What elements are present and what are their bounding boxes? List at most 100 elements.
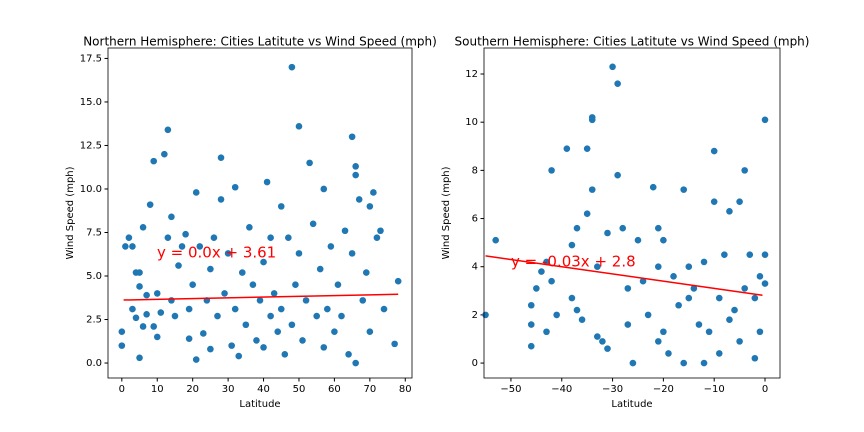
y-tick-label: 2.5 [86, 315, 102, 326]
scatter-point [680, 186, 688, 193]
scatter-point [295, 250, 303, 257]
scatter-point [352, 359, 359, 367]
scatter-point [352, 171, 359, 179]
scatter-point [292, 281, 299, 289]
scatter-point [157, 309, 165, 316]
x-tick-label: 10 [151, 384, 164, 395]
scatter-point [548, 277, 555, 285]
scatter-point [543, 328, 550, 336]
x-tick-label: 60 [328, 384, 341, 395]
scatter-point [207, 265, 214, 273]
scatter-point [221, 290, 228, 297]
scatter-point [153, 290, 161, 297]
scatter-point [178, 243, 186, 250]
scatter-point [185, 305, 193, 313]
scatter-point [614, 171, 621, 179]
scatter-point [214, 312, 221, 320]
x-axis-label: Latitude [239, 399, 280, 410]
x-tick-label: 30 [222, 384, 235, 395]
regression-equation: y = 0.0x + 3.61 [157, 244, 276, 262]
scatter-point [231, 183, 239, 191]
x-axis-label: Latitude [611, 399, 652, 410]
y-tick-label: 2 [472, 310, 478, 321]
scatter-point [129, 243, 136, 250]
scatter-point [316, 265, 324, 273]
scatter-point [675, 301, 682, 309]
scatter-point [715, 350, 723, 357]
scatter-point [538, 268, 545, 275]
scatter-point [295, 123, 303, 130]
scatter-point [200, 330, 207, 337]
scatter-point [129, 305, 136, 313]
scatter-point [143, 310, 150, 318]
scatter-point [594, 263, 601, 271]
x-tick-label: −20 [653, 384, 674, 395]
scatter-point [313, 312, 320, 320]
scatter-point [710, 198, 718, 205]
scatter-point [553, 311, 560, 319]
scatter-point [164, 234, 172, 242]
y-tick-label: 10 [465, 117, 478, 128]
scatter-point [285, 234, 292, 242]
y-tick-label: 12.5 [80, 140, 102, 151]
scatter-point [320, 185, 328, 193]
scatter-point [267, 234, 274, 242]
y-tick-label: 8 [472, 165, 478, 176]
scatter-point [366, 328, 374, 336]
scatter-point [366, 203, 374, 210]
scatter-point [705, 328, 713, 336]
scatter-point [118, 328, 126, 336]
scatter-point [306, 159, 313, 167]
scatter-point [210, 234, 218, 242]
scatter-point [146, 201, 154, 208]
scatter-point [563, 145, 571, 152]
scatter-point [171, 312, 179, 320]
y-tick-label: 7.5 [86, 227, 102, 238]
plot-frame [107, 47, 413, 379]
scatter-point [153, 333, 161, 341]
scatter-point [609, 63, 616, 71]
scatter-point [751, 294, 759, 302]
scatter-point [715, 294, 723, 302]
scatter-point [217, 154, 225, 161]
chart-title: Southern Hemisphere: Cities Latitute vs … [455, 35, 810, 49]
regression-equation: y = -0.03x + 2.8 [511, 253, 636, 271]
scatter-point [277, 203, 285, 210]
scatter-point [217, 196, 225, 203]
scatter-point [721, 251, 728, 258]
scatter-point [568, 241, 576, 249]
scatter-point [726, 316, 733, 324]
y-axis-label: Wind Speed (mph) [441, 166, 452, 259]
y-tick-label: 5.0 [86, 271, 102, 282]
scatter-point [302, 297, 310, 304]
x-tick-label: 80 [399, 384, 412, 395]
scatter-point [543, 258, 550, 266]
scatter-point [533, 285, 540, 292]
scatter-point [548, 167, 555, 174]
scatter-point [649, 183, 657, 191]
regression-line [123, 293, 399, 301]
scatter-point [654, 263, 662, 271]
scatter-point [168, 213, 175, 221]
scatter-point [320, 344, 328, 351]
y-tick-label: 10.0 [80, 184, 102, 195]
scatter-point [256, 297, 264, 304]
scatter-point [348, 133, 356, 141]
scatter-point [690, 285, 698, 292]
scatter-point [175, 262, 182, 269]
scatter-point [588, 186, 596, 193]
scatter-point [168, 297, 175, 304]
scatter-point [118, 342, 126, 349]
scatter-point [394, 277, 402, 285]
scatter-point [370, 189, 377, 196]
y-tick-label: 6 [472, 214, 478, 225]
x-tick-label: 70 [363, 384, 376, 395]
scatter-point [136, 269, 143, 276]
scatter-point [700, 258, 708, 266]
scatter-point [660, 328, 667, 336]
scatter-point [594, 333, 601, 340]
scatter-point [756, 273, 764, 280]
scatter-point [150, 157, 158, 165]
